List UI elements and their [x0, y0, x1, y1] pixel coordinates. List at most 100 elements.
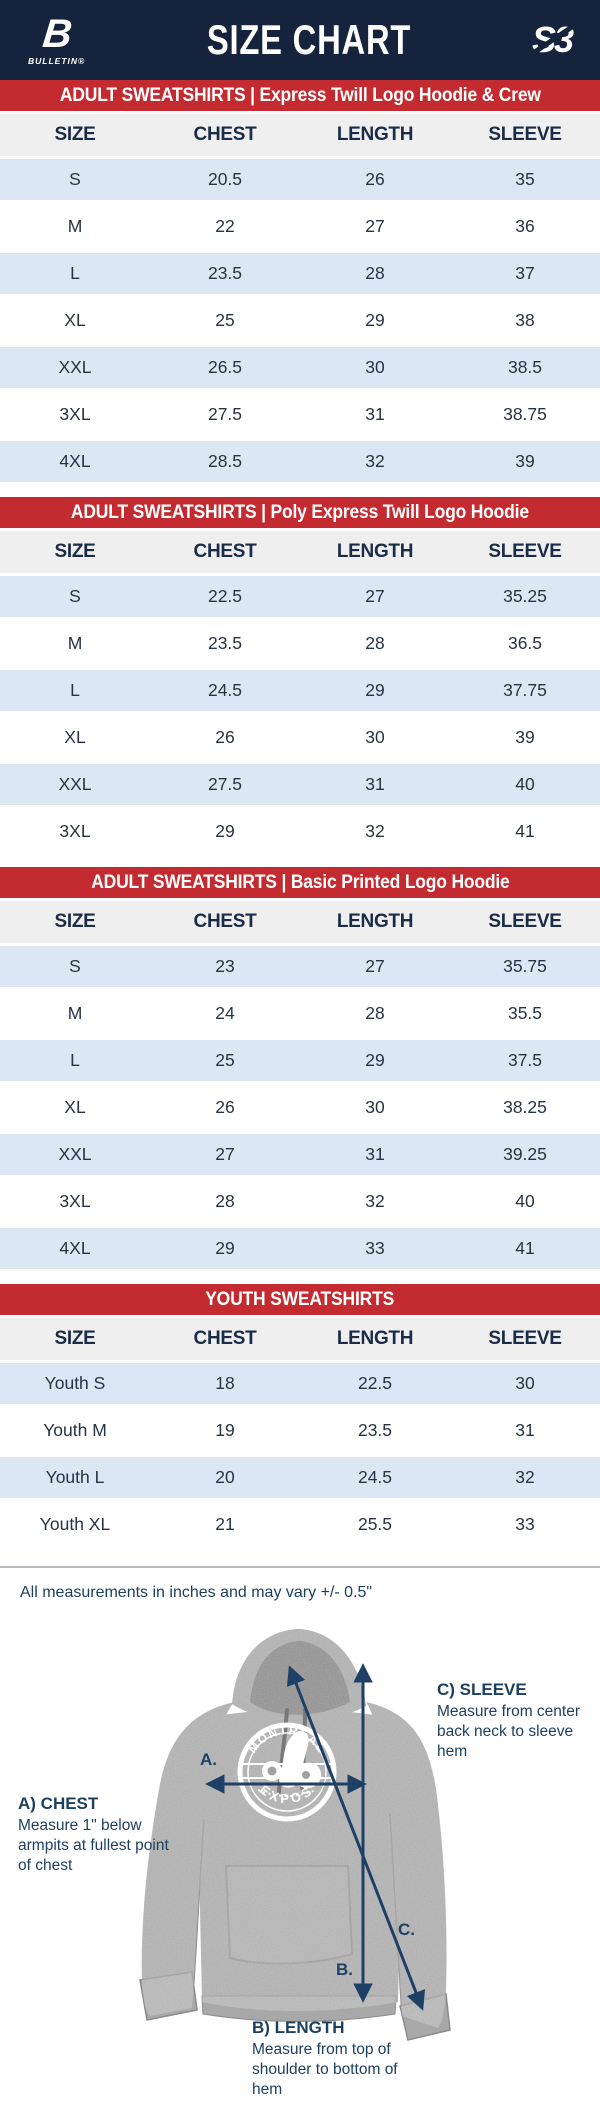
- table-cell: 35: [515, 169, 535, 189]
- table-cell: 22: [215, 216, 235, 236]
- section-band: ADULT SWEATSHIRTS | Express Twill Logo H…: [0, 80, 600, 111]
- table-cell: 33: [365, 1238, 385, 1258]
- table-cell: 18: [215, 1373, 235, 1393]
- table-cell: 23.5: [357, 1420, 393, 1440]
- table-cell: 31: [365, 1144, 385, 1164]
- table-row: 3XL 27.5 31 38.75: [0, 391, 600, 438]
- table-cell: XL: [64, 310, 86, 330]
- sleeve-annotation-title: C) SLEEVE: [437, 1680, 527, 1699]
- table-cell: 30: [365, 727, 385, 747]
- table-cell: 22.5: [357, 1373, 393, 1393]
- table-row: 4XL 28.5 32 39: [0, 438, 600, 485]
- table-cell: 33: [515, 1514, 535, 1534]
- section-band: YOUTH SWEATSHIRTS: [0, 1284, 600, 1315]
- sleeve-arrow: [286, 1665, 426, 2011]
- table-cell: Youth L: [45, 1467, 105, 1487]
- section-band: ADULT SWEATSHIRTS | Basic Printed Logo H…: [0, 867, 600, 898]
- table-cell: 32: [365, 451, 385, 471]
- table-cell: 29: [215, 821, 235, 841]
- table-cell: 4XL: [59, 1238, 91, 1258]
- table-row: XL 26 30 39: [0, 714, 600, 761]
- length-annotation: B) LENGTH Measure from top of shoulder t…: [252, 2018, 402, 2099]
- table-cell: 36.5: [507, 633, 543, 653]
- table-cell: XXL: [58, 1144, 92, 1164]
- table-row: Youth L 20 24.5 32: [0, 1454, 600, 1501]
- table-row: XXL 26.5 30 38.5: [0, 344, 600, 391]
- section-band-label: ADULT SWEATSHIRTS | Express Twill Logo H…: [59, 85, 541, 106]
- table-cell: XL: [64, 1097, 86, 1117]
- table-cell: 25: [215, 310, 235, 330]
- table-row: M 23.5 28 36.5: [0, 620, 600, 667]
- table-cell: 30: [365, 1097, 385, 1117]
- table-header-row: SIZE CHEST LENGTH SLEEVE: [0, 1318, 600, 1360]
- chest-annotation: A) CHEST Measure 1" below armpits at ful…: [18, 1794, 176, 1875]
- column-header-chest: CHEST: [193, 541, 257, 562]
- table-cell: 23.5: [207, 633, 243, 653]
- table-cell: 38.75: [503, 404, 547, 424]
- table-row: 3XL 29 32 41: [0, 808, 600, 855]
- table-cell: 4XL: [59, 451, 91, 471]
- table-cell: 28: [365, 263, 385, 283]
- column-header-length: LENGTH: [336, 124, 414, 145]
- table-cell: 3XL: [59, 1191, 91, 1211]
- divider-line: [0, 1566, 600, 1568]
- section-band-label: YOUTH SWEATSHIRTS: [205, 1289, 395, 1310]
- table-row: S 23 27 35.75: [0, 943, 600, 990]
- table-cell: 24.5: [207, 680, 243, 700]
- table-row: XXL 27 31 39.25: [0, 1131, 600, 1178]
- table-header-row: SIZE CHEST LENGTH SLEEVE: [0, 114, 600, 156]
- table-cell: 38.25: [503, 1097, 547, 1117]
- table-cell: 20.5: [207, 169, 243, 189]
- table-row: M 22 27 36: [0, 203, 600, 250]
- table-cell: 32: [515, 1467, 535, 1487]
- table-cell: 27: [215, 1144, 235, 1164]
- table-cell: 38: [515, 310, 535, 330]
- bulletin-b-icon: B: [40, 12, 73, 57]
- page-title: SIZE CHART: [206, 16, 411, 63]
- table-cell: 28: [365, 1003, 385, 1023]
- table-cell: 40: [515, 774, 535, 794]
- table-cell: XL: [64, 727, 86, 747]
- section-band-label: ADULT SWEATSHIRTS | Poly Express Twill L…: [71, 502, 529, 523]
- table-cell: 41: [515, 1238, 535, 1258]
- table-row: M 24 28 35.5: [0, 990, 600, 1037]
- table-cell: 39: [515, 451, 535, 471]
- sleeve-annotation-desc: Measure from center back neck to sleeve …: [437, 1703, 580, 1760]
- table-cell: Youth S: [44, 1373, 106, 1393]
- table-cell: 25.5: [357, 1514, 393, 1534]
- column-header-sleeve: SLEEVE: [488, 541, 562, 562]
- table-cell: 23.5: [207, 263, 243, 283]
- size-table: S 23 27 35.75 M 24 28 35.5 L 25 29 37.5 XL 26 30 38.25 X…: [0, 943, 600, 1272]
- section-express-twill: ADULT SWEATSHIRTS | Express Twill Logo H…: [0, 80, 600, 485]
- table-cell: 40: [515, 1191, 535, 1211]
- column-header-chest: CHEST: [193, 1328, 257, 1349]
- table-cell: 28: [365, 633, 385, 653]
- table-cell: S: [69, 956, 81, 976]
- table-cell: 36: [515, 216, 535, 236]
- size-table: Youth S 18 22.5 30 Youth M 19 23.5 31 Youth L 20 2…: [0, 1360, 600, 1548]
- s3-logo: S3: [526, 19, 578, 61]
- table-cell: S: [69, 169, 81, 189]
- top-header: B BULLETIN® SIZE CHART S3: [0, 0, 600, 80]
- section-basic-printed: ADULT SWEATSHIRTS | Basic Printed Logo H…: [0, 867, 600, 1272]
- table-cell: L: [70, 680, 80, 700]
- table-cell: 35.5: [507, 1003, 543, 1023]
- table-row: L 24.5 29 37.75: [0, 667, 600, 714]
- marker-a: A.: [200, 1750, 217, 1769]
- column-header-chest: CHEST: [193, 124, 257, 145]
- table-row: XL 26 30 38.25: [0, 1084, 600, 1131]
- table-cell: 35.75: [503, 956, 547, 976]
- table-cell: 29: [365, 680, 385, 700]
- table-cell: 32: [365, 821, 385, 841]
- column-header-size: SIZE: [54, 1328, 96, 1349]
- column-header-size: SIZE: [54, 541, 96, 562]
- table-cell: 38.5: [507, 357, 543, 377]
- table-cell: 30: [515, 1373, 535, 1393]
- table-cell: 27: [365, 956, 385, 976]
- bulletin-wordmark: BULLETIN®: [28, 56, 86, 67]
- column-header-sleeve: SLEEVE: [488, 911, 562, 932]
- table-cell: 41: [515, 821, 535, 841]
- section-youth: YOUTH SWEATSHIRTS SIZE CHEST LENGTH SLEE…: [0, 1284, 600, 1548]
- table-cell: Youth XL: [39, 1514, 111, 1534]
- table-cell: 26: [215, 727, 235, 747]
